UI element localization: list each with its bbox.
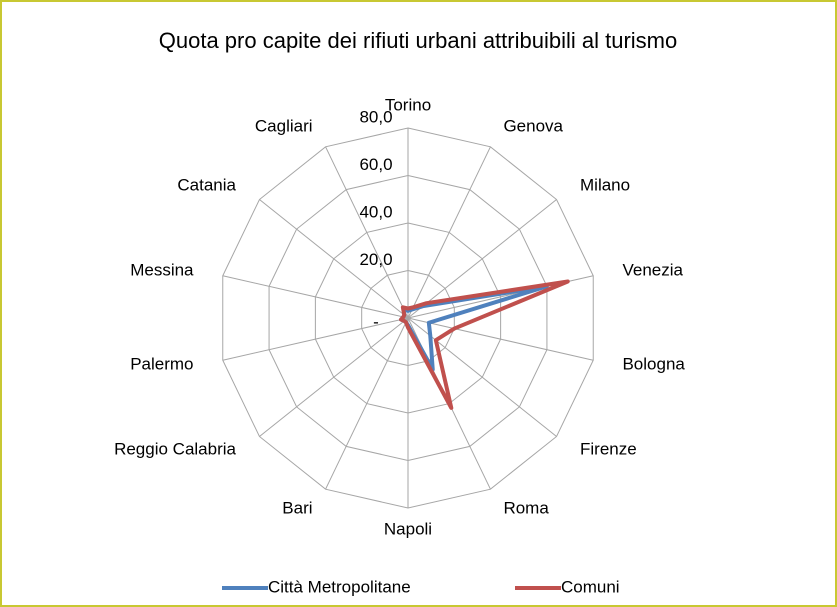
- category-label: Palermo: [130, 355, 193, 374]
- y-tick-label: -: [373, 312, 379, 331]
- spoke: [259, 317, 409, 437]
- legend-label: Città Metropolitane: [268, 577, 411, 596]
- category-label: Genova: [503, 116, 563, 135]
- spoke: [407, 146, 491, 319]
- spoke: [325, 317, 409, 490]
- spoke: [222, 317, 409, 361]
- spoke: [259, 199, 409, 319]
- category-label: Napoli: [384, 519, 432, 538]
- category-label: Cagliari: [255, 116, 313, 135]
- y-tick-label: 80,0: [359, 107, 392, 126]
- category-label: Bari: [282, 498, 312, 517]
- category-label: Firenze: [580, 440, 637, 459]
- spoke: [325, 146, 409, 319]
- y-tick-label: 60,0: [359, 155, 392, 174]
- spoke: [222, 275, 409, 319]
- category-label: Messina: [130, 260, 194, 279]
- series-line: [399, 279, 570, 410]
- chart-title: Quota pro capite dei rifiuti urbani attr…: [159, 28, 677, 53]
- category-label: Reggio Calabria: [114, 440, 236, 459]
- category-label: Venezia: [622, 260, 683, 279]
- category-label: Bologna: [622, 355, 685, 374]
- category-label: Milano: [580, 175, 630, 194]
- category-label: Torino: [385, 95, 431, 114]
- y-tick-label: 20,0: [359, 250, 392, 269]
- category-label: Catania: [177, 175, 236, 194]
- legend-label: Comuni: [561, 577, 620, 596]
- y-tick-label: 40,0: [359, 202, 392, 221]
- spoke: [407, 317, 594, 361]
- category-label: Roma: [503, 498, 549, 517]
- spoke: [407, 317, 557, 437]
- spoke: [407, 199, 557, 319]
